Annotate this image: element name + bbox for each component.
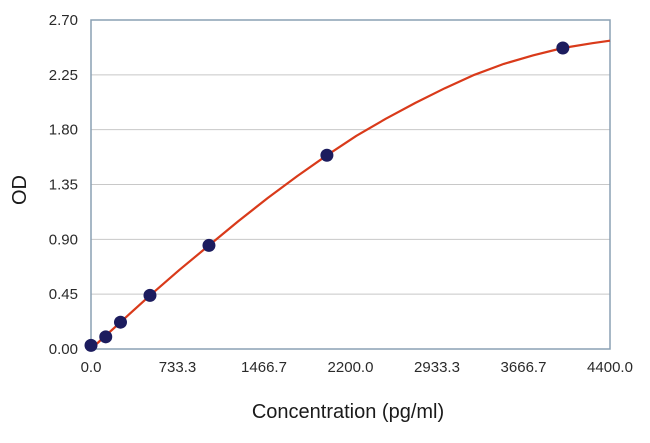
data-point — [556, 41, 570, 55]
fitted-curve-line — [90, 39, 611, 350]
x-tick-label: 4400.0 — [587, 359, 633, 376]
x-tick-label: 2200.0 — [328, 359, 374, 376]
data-point — [113, 315, 127, 329]
data-point — [84, 338, 98, 352]
plot-area-border — [90, 19, 611, 350]
x-tick-label: 733.3 — [159, 359, 197, 376]
y-tick-label: 1.80 — [49, 122, 78, 139]
y-tick-label: 0.90 — [49, 231, 78, 248]
data-point — [99, 330, 113, 344]
x-tick-label: 3666.7 — [501, 359, 547, 376]
x-tick-label: 2933.3 — [414, 359, 460, 376]
x-tick-label: 0.0 — [81, 359, 102, 376]
y-axis-label: OD — [9, 175, 31, 205]
y-tick-label: 0.45 — [49, 286, 78, 303]
x-axis-label: Concentration (pg/ml) — [252, 401, 444, 423]
data-point — [202, 238, 216, 252]
data-point — [143, 288, 157, 302]
data-point — [320, 148, 334, 162]
x-tick-label: 1466.7 — [241, 359, 287, 376]
y-tick-label: 1.35 — [49, 177, 78, 194]
gridlines — [91, 74, 610, 295]
x-axis-tick-labels: 0.0 733.3 1466.7 2200.0 2933.3 3666.7 4400.0 — [81, 359, 633, 376]
y-tick-label: 0.00 — [49, 341, 78, 358]
data-points — [84, 41, 570, 352]
y-tick-label: 2.70 — [49, 12, 78, 29]
y-tick-label: 2.25 — [49, 67, 78, 84]
y-axis-tick-labels: 0.00 0.45 0.90 1.35 1.80 2.25 2.70 — [49, 12, 78, 358]
